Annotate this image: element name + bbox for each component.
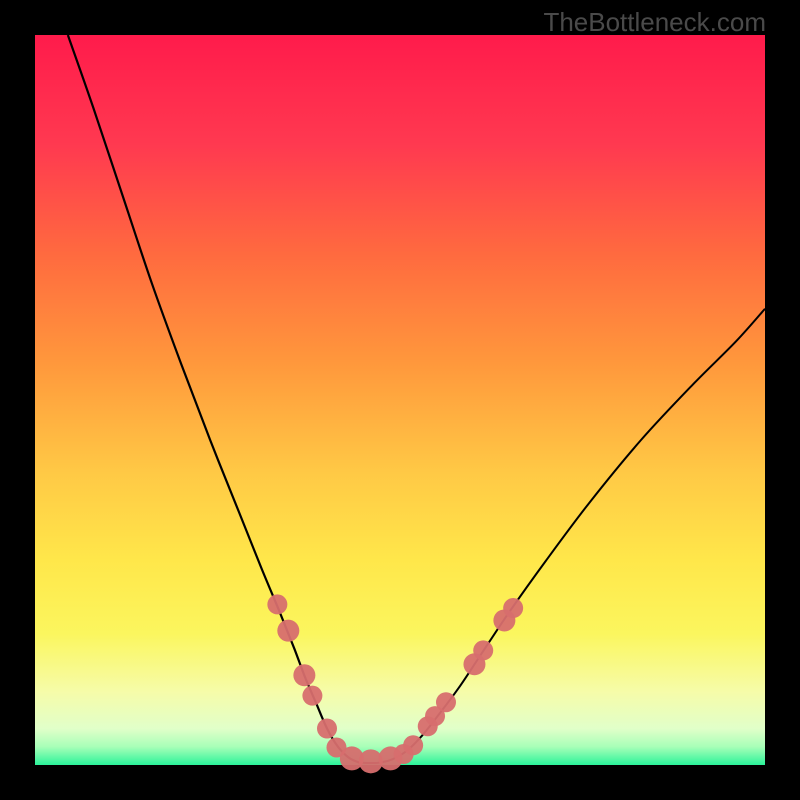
data-dot (317, 719, 337, 739)
data-dot (293, 664, 315, 686)
data-dot (302, 686, 322, 706)
data-dot (436, 692, 456, 712)
data-dots (267, 594, 523, 773)
data-dot (503, 598, 523, 618)
bottleneck-curve-left (68, 35, 360, 763)
data-dot (267, 594, 287, 614)
chart-overlay (0, 0, 800, 800)
data-dot (473, 640, 493, 660)
data-dot (403, 735, 423, 755)
bottleneck-curve-right (360, 309, 765, 763)
data-dot (277, 620, 299, 642)
watermark-text: TheBottleneck.com (543, 7, 766, 38)
